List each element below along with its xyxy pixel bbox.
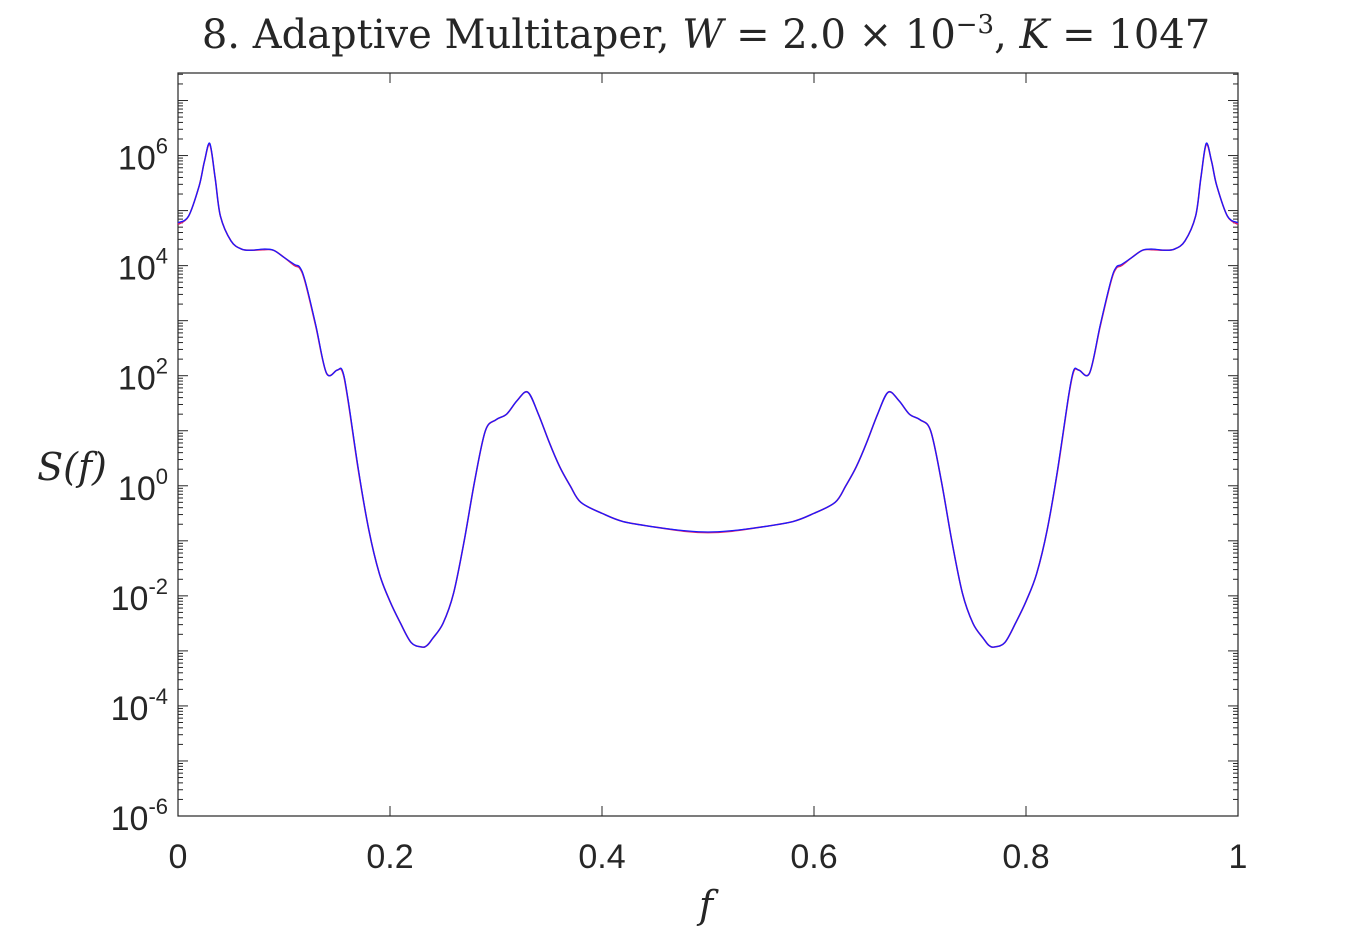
y-tick-labels: 106 104 102 100 10-2 10-4 10-6 [111, 134, 168, 838]
x-tick-label: 0.8 [1002, 838, 1049, 876]
y-tick-label: 10-2 [111, 574, 168, 618]
series-line-2 [177, 142, 1239, 648]
x-tick-labels: 0 0.2 0.4 0.6 0.8 1 [169, 838, 1248, 876]
x-tick-label: 0.2 [366, 838, 413, 876]
series-layer [177, 142, 1239, 648]
y-tick-label: 100 [118, 464, 168, 508]
plot-area [177, 72, 1239, 817]
y-tick-label: 10-6 [111, 794, 168, 838]
axis-ticks [177, 73, 1239, 817]
chart-title: 8. Adaptive Multitaper, W = 2.0 × 10−3, … [202, 10, 1210, 58]
x-axis-label: f [696, 883, 719, 927]
y-tick-label: 10-4 [111, 684, 168, 728]
x-tick-label: 0.4 [578, 838, 625, 876]
plot-frame [177, 72, 1239, 817]
y-tick-label: 102 [118, 354, 168, 398]
y-tick-label: 106 [118, 134, 168, 178]
x-tick-label: 0.6 [790, 838, 837, 876]
x-tick-label: 0 [169, 838, 188, 876]
series-line-1 [177, 143, 1239, 648]
x-tick-label: 1 [1229, 838, 1248, 876]
y-tick-label: 104 [118, 244, 168, 288]
y-axis-label: S(f) [37, 445, 107, 489]
